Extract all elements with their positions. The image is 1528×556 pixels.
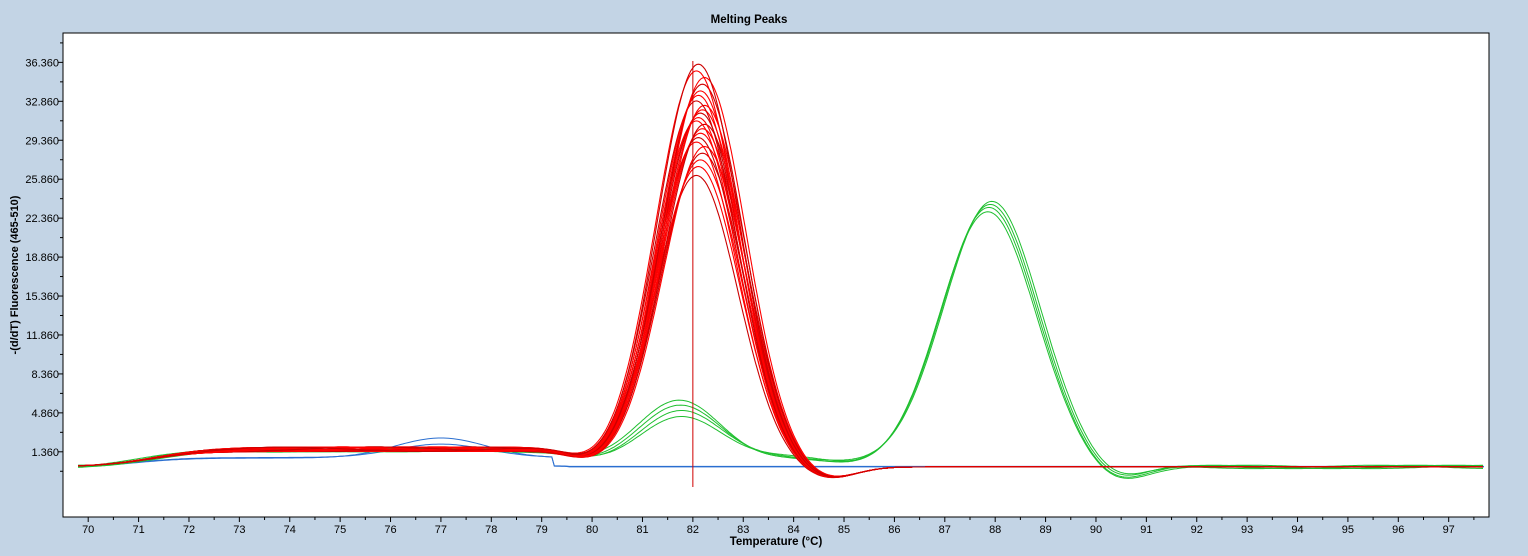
y-tick-label: 25.860: [25, 174, 59, 186]
x-tick-label: 85: [838, 524, 850, 536]
x-tick-label: 88: [989, 524, 1001, 536]
x-tick-label: 87: [939, 524, 951, 536]
x-tick-label: 83: [737, 524, 749, 536]
y-tick-label: 8.360: [31, 369, 59, 381]
series-layer: [78, 63, 1484, 479]
y-tick-label: 15.360: [25, 291, 59, 303]
x-tick-label: 91: [1140, 524, 1152, 536]
x-tick-label: 84: [788, 524, 800, 536]
y-tick-label: 22.360: [25, 213, 59, 225]
y-tick-label: 32.860: [25, 96, 59, 108]
x-tick-label: 90: [1090, 524, 1102, 536]
y-tick-label: 4.860: [31, 408, 59, 420]
x-tick-label: 72: [183, 524, 195, 536]
y-tick-label: 29.360: [25, 135, 59, 147]
x-tick-label: 89: [1039, 524, 1051, 536]
x-tick-label: 95: [1342, 524, 1354, 536]
x-tick-label: 86: [888, 524, 900, 536]
x-tick-label: 71: [132, 524, 144, 536]
x-tick-label: 78: [485, 524, 497, 536]
x-tick-label: 96: [1392, 524, 1404, 536]
x-tick-label: 79: [536, 524, 548, 536]
x-tick-label: 76: [384, 524, 396, 536]
x-axis-label: Temperature (°C): [730, 536, 823, 548]
x-tick-label: 75: [334, 524, 346, 536]
chart-title: Melting Peaks: [711, 14, 788, 26]
x-tick-label: 74: [284, 524, 296, 536]
x-tick-label: 82: [687, 524, 699, 536]
x-tick-label: 73: [233, 524, 245, 536]
x-tick-label: 77: [435, 524, 447, 536]
x-tick-label: 93: [1241, 524, 1253, 536]
y-tick-label: 11.860: [26, 330, 59, 342]
x-tick-label: 97: [1443, 524, 1455, 536]
y-tick-label: 36.360: [25, 57, 59, 69]
y-tick-label: 1.360: [31, 447, 59, 459]
y-axis-label: -(d/dT) Fluorescence (465-510): [9, 195, 21, 354]
y-tick-label: 18.860: [25, 252, 59, 264]
series-line-red: [78, 63, 1483, 478]
x-tick-label: 80: [586, 524, 598, 536]
x-tick-label: 70: [82, 524, 94, 536]
x-tick-label: 92: [1191, 524, 1203, 536]
plot-area: [62, 32, 1490, 518]
x-tick-label: 81: [636, 524, 648, 536]
axis-layer: 70 71 72 73 74 75 76 77 78 79 80 81 82 83 84 85 86 87 88 89…: [25, 42, 1475, 536]
x-tick-label: 94: [1291, 524, 1303, 536]
